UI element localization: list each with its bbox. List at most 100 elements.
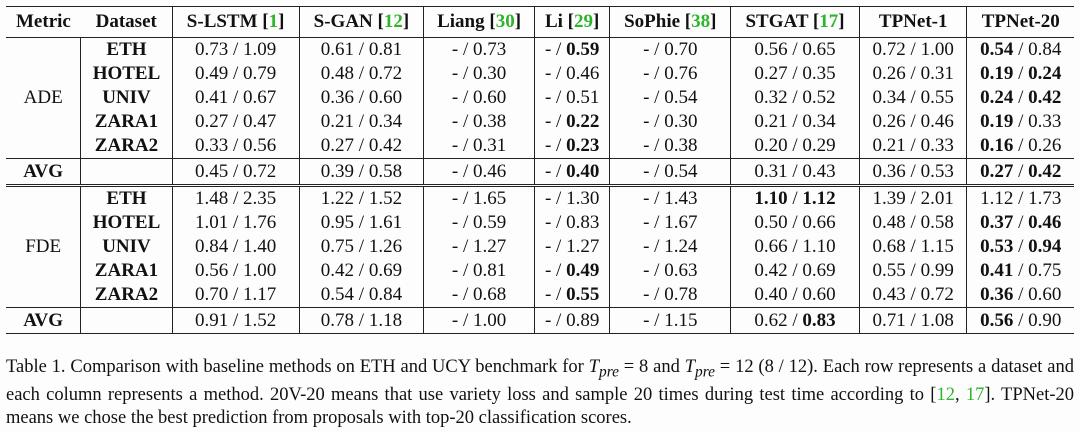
dataset-label: ZARA1 (94, 111, 159, 132)
table-cell: 0.19 / 0.24 (966, 62, 1074, 86)
cell-separator: / (905, 309, 921, 331)
column-header: SoPhie [38] (609, 6, 731, 38)
cell-value-a: 0.48 (872, 212, 906, 233)
cell-value-a: - (451, 309, 459, 331)
cell-separator: / (354, 160, 369, 182)
citation-bracket: ] (278, 11, 285, 32)
caption-ref-17[interactable]: 17 (965, 385, 985, 406)
table-row: ZARA2 0.33 / 0.56 0.27 / 0.42- / 0.31- / 0… (6, 134, 1074, 159)
cell-value-b: 1.65 (472, 188, 507, 209)
column-header: Liang [30] (423, 6, 535, 38)
citation-link[interactable]: 30 (495, 11, 515, 32)
table-cell: 1.12 / 1.73 (966, 185, 1074, 211)
cell-separator: / (649, 284, 665, 305)
cell-value-a: - (643, 260, 650, 281)
table-cell: 0.48 / 0.72 (298, 62, 424, 86)
caption-text-end: ]. TPNet-20 means we chose the best pred… (6, 385, 1075, 428)
table-cell: 0.75 / 1.26 (298, 235, 424, 259)
table-cell: - / 1.27 (533, 235, 610, 259)
table-cell: 0.33 / 0.56 (171, 134, 300, 159)
table-cell: 0.20 / 0.29 (730, 134, 860, 159)
cell-value-b: 0.67 (243, 87, 277, 108)
cell-value-b: 1.00 (472, 309, 507, 331)
caption-var-t: T (588, 357, 599, 377)
cell-value-a: - (544, 212, 552, 233)
cell-value-b: 1.61 (368, 212, 403, 233)
column-header: Li [29] (533, 6, 610, 38)
table-caption: Table 1. Comparison with baseline method… (6, 356, 1074, 429)
table-cell: - / 0.78 (609, 283, 731, 308)
table-row: ZARA1 0.56 / 1.00 0.42 / 0.69- / 0.81- / 0… (6, 259, 1074, 283)
cell-value-b: 0.72 (920, 284, 954, 305)
cell-separator: / (551, 188, 567, 209)
cell-value-b: 1.43 (664, 188, 698, 209)
citation-link[interactable]: 17 (819, 11, 839, 32)
cell-separator: / (787, 309, 803, 331)
cell-value-a: 1.39 (872, 188, 906, 209)
cell-value-a: 0.40 (754, 284, 788, 305)
table-cell: - / 1.24 (609, 235, 731, 259)
cell-value-a: - (451, 284, 459, 305)
cell-value-b: 0.26 (1028, 135, 1062, 156)
cell-value-b: 0.46 (920, 111, 954, 132)
cell-separator: / (787, 188, 803, 209)
table-cell: - / 1.43 (609, 185, 731, 211)
dataset-label: ZARA2 (94, 135, 159, 156)
cell-value-a: - (544, 260, 552, 281)
cell-separator: / (228, 260, 244, 281)
table-cell: 0.56 / 0.65 (730, 37, 860, 62)
cell-value-a: 0.42 (320, 260, 355, 281)
cell-separator: / (649, 39, 665, 60)
citation-link[interactable]: 1 (268, 11, 279, 32)
cell-separator: / (649, 63, 665, 84)
table-body: ADE ETH 0.73 / 1.09 0.61 / 0.81- / 0.73- / … (6, 37, 1074, 334)
cell-value-a: - (643, 135, 650, 156)
citation-link[interactable]: 38 (691, 11, 711, 32)
dataset-label: UNIV (102, 236, 151, 257)
cell-value-a: - (643, 236, 650, 257)
cell-value-a: - (643, 39, 650, 60)
cell-separator: / (551, 236, 567, 257)
cell-separator: / (787, 87, 803, 108)
cell-value-a: 0.43 (872, 284, 906, 305)
cell-value-b: 0.72 (368, 63, 403, 84)
table-row: ADE ETH 0.73 / 1.09 0.61 / 0.81- / 0.73- / … (6, 37, 1074, 159)
cell-value-b: 0.84 (368, 284, 403, 305)
cell-separator: / (458, 236, 473, 257)
cell-value-a: 0.39 (320, 160, 355, 182)
cell-value-b: 0.33 (1028, 111, 1062, 132)
cell-separator: / (787, 212, 803, 233)
table-row: UNIV 0.41 / 0.67 0.36 / 0.60- / 0.60- / 0.… (6, 86, 1074, 110)
cell-value-b: 0.75 (1028, 260, 1062, 281)
cell-value-b: 0.68 (472, 284, 507, 305)
cell-value-b: 0.38 (664, 135, 698, 156)
cell-separator: / (228, 111, 244, 132)
cell-value-a: 0.32 (754, 87, 788, 108)
cell-value-a: 0.75 (320, 236, 355, 257)
cell-value-b: 1.67 (664, 212, 698, 233)
cell-value-b: 1.73 (1028, 188, 1062, 209)
cell-value-a: - (544, 111, 552, 132)
cell-value-a: 0.54 (980, 39, 1014, 60)
caption-ref-12[interactable]: 12 (936, 385, 955, 406)
cell-value-a: 0.26 (872, 63, 906, 84)
citation-link[interactable]: 29 (574, 11, 593, 32)
cell-value-b: 0.53 (920, 160, 954, 182)
citation-link[interactable]: 12 (383, 11, 403, 32)
avg-label: AVG (6, 307, 82, 334)
cell-separator: / (458, 111, 473, 132)
table-cell: - / 0.22 (533, 110, 610, 134)
caption-text-start: Table 1. Comparison with baseline method… (6, 357, 589, 377)
cell-value-a: - (451, 87, 459, 108)
table-cell: 0.70 / 1.17 (171, 283, 300, 308)
table-cell: 0.53 / 0.94 (966, 235, 1074, 259)
cell-separator: / (787, 236, 803, 257)
table-row: FDE ETH 1.48 / 2.35 1.22 / 1.52- / 1.65- / … (6, 185, 1074, 308)
cell-value-a: 1.48 (194, 188, 229, 209)
cell-value-b: 0.60 (802, 284, 836, 305)
citation-bracket: ] (593, 11, 600, 32)
metric-label: FDE (6, 185, 82, 308)
table-cell: - / 0.49 (533, 259, 610, 283)
cell-value-b: 0.30 (664, 111, 698, 132)
table-cell: - / 0.81 (423, 259, 535, 283)
